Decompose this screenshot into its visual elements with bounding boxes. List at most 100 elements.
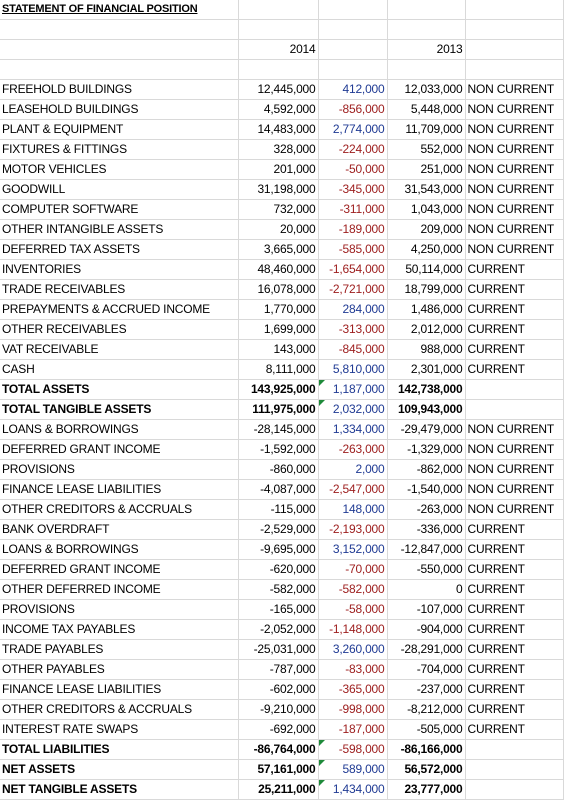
value-2014[interactable]: -620,000	[238, 559, 319, 580]
value-change[interactable]: -313,000	[318, 319, 388, 340]
value-2013[interactable]: -8,212,000	[387, 699, 466, 720]
value-2013[interactable]: 2,012,000	[387, 319, 466, 340]
value-change[interactable]: -1,148,000	[318, 619, 388, 640]
empty-cell[interactable]	[0, 39, 239, 60]
row-label[interactable]: FIXTURES & FITTINGS	[0, 139, 239, 160]
row-label[interactable]: INVENTORIES	[0, 259, 239, 280]
row-label[interactable]: TOTAL LIABILITIES	[0, 739, 239, 760]
classification[interactable]: NON CURRENT	[465, 479, 564, 500]
row-label[interactable]: PREPAYMENTS & ACCRUED INCOME	[0, 299, 239, 320]
value-2014[interactable]: -25,031,000	[238, 639, 319, 660]
value-2013[interactable]: 0	[387, 579, 466, 600]
value-change[interactable]: -845,000	[318, 339, 388, 360]
row-label[interactable]: TOTAL ASSETS	[0, 379, 239, 400]
value-2014[interactable]: -582,000	[238, 579, 319, 600]
value-2013[interactable]: 56,572,000	[387, 759, 466, 780]
row-label[interactable]: DEFERRED GRANT INCOME	[0, 439, 239, 460]
value-2014[interactable]: -2,052,000	[238, 619, 319, 640]
value-change[interactable]: 284,000	[318, 299, 388, 320]
classification[interactable]: CURRENT	[465, 539, 564, 560]
value-change[interactable]: -2,721,000	[318, 279, 388, 300]
row-label[interactable]: GOODWILL	[0, 179, 239, 200]
classification[interactable]: CURRENT	[465, 639, 564, 660]
value-2013[interactable]: -237,000	[387, 679, 466, 700]
classification[interactable]: CURRENT	[465, 559, 564, 580]
row-label[interactable]: PLANT & EQUIPMENT	[0, 119, 239, 140]
row-label[interactable]: FINANCE LEASE LIABILITIES	[0, 679, 239, 700]
row-label[interactable]: OTHER CREDITORS & ACCRUALS	[0, 699, 239, 720]
row-label[interactable]: FREEHOLD BUILDINGS	[0, 79, 239, 100]
value-2014[interactable]: 4,592,000	[238, 99, 319, 120]
value-2013[interactable]: 31,543,000	[387, 179, 466, 200]
classification[interactable]: CURRENT	[465, 619, 564, 640]
classification[interactable]: NON CURRENT	[465, 219, 564, 240]
row-label[interactable]: VAT RECEIVABLE	[0, 339, 239, 360]
value-change[interactable]: -70,000	[318, 559, 388, 580]
value-change[interactable]: 3,152,000	[318, 539, 388, 560]
value-2013[interactable]: -1,329,000	[387, 439, 466, 460]
classification[interactable]: CURRENT	[465, 319, 564, 340]
value-2013[interactable]: -28,291,000	[387, 639, 466, 660]
value-2014[interactable]: 31,198,000	[238, 179, 319, 200]
value-2014[interactable]: -860,000	[238, 459, 319, 480]
value-2014[interactable]: 1,699,000	[238, 319, 319, 340]
empty-cell[interactable]	[465, 0, 564, 20]
value-2013[interactable]: 552,000	[387, 139, 466, 160]
classification[interactable]: NON CURRENT	[465, 459, 564, 480]
row-label[interactable]: FINANCE LEASE LIABILITIES	[0, 479, 239, 500]
value-change[interactable]: -50,000	[318, 159, 388, 180]
value-2014[interactable]: 143,925,000	[238, 379, 319, 400]
value-2013[interactable]: -904,000	[387, 619, 466, 640]
value-2013[interactable]: 1,486,000	[387, 299, 466, 320]
empty-cell[interactable]	[465, 39, 564, 60]
value-2014[interactable]: 3,665,000	[238, 239, 319, 260]
classification[interactable]: CURRENT	[465, 339, 564, 360]
classification[interactable]: NON CURRENT	[465, 439, 564, 460]
value-2014[interactable]: 1,770,000	[238, 299, 319, 320]
value-2014[interactable]: 143,000	[238, 339, 319, 360]
classification[interactable]: NON CURRENT	[465, 499, 564, 520]
empty-cell[interactable]	[318, 19, 388, 40]
row-label[interactable]: MOTOR VEHICLES	[0, 159, 239, 180]
value-2014[interactable]: -28,145,000	[238, 419, 319, 440]
classification[interactable]: NON CURRENT	[465, 419, 564, 440]
classification[interactable]: CURRENT	[465, 359, 564, 380]
row-label[interactable]: TRADE RECEIVABLES	[0, 279, 239, 300]
value-2013[interactable]: -336,000	[387, 519, 466, 540]
value-2013[interactable]: 12,033,000	[387, 79, 466, 100]
classification[interactable]: CURRENT	[465, 299, 564, 320]
value-2014[interactable]: -9,695,000	[238, 539, 319, 560]
value-2014[interactable]: 8,111,000	[238, 359, 319, 380]
empty-cell[interactable]	[387, 0, 466, 20]
value-2013[interactable]: -505,000	[387, 719, 466, 740]
empty-cell[interactable]	[238, 19, 319, 40]
classification[interactable]: NON CURRENT	[465, 119, 564, 140]
value-2013[interactable]: 142,738,000	[387, 379, 466, 400]
row-label[interactable]: OTHER PAYABLES	[0, 659, 239, 680]
value-change[interactable]: 2,000	[318, 459, 388, 480]
empty-cell[interactable]	[318, 0, 388, 20]
classification[interactable]	[465, 779, 564, 800]
classification[interactable]: NON CURRENT	[465, 199, 564, 220]
value-2013[interactable]: -550,000	[387, 559, 466, 580]
row-label[interactable]: LOANS & BORROWINGS	[0, 539, 239, 560]
value-2014[interactable]: -2,529,000	[238, 519, 319, 540]
value-change[interactable]: 2,774,000	[318, 119, 388, 140]
row-label[interactable]: PROVISIONS	[0, 599, 239, 620]
empty-cell[interactable]	[318, 59, 388, 80]
row-label[interactable]: CASH	[0, 359, 239, 380]
value-change[interactable]: -83,000	[318, 659, 388, 680]
classification[interactable]: CURRENT	[465, 519, 564, 540]
value-change[interactable]: -856,000	[318, 99, 388, 120]
value-2014[interactable]: -602,000	[238, 679, 319, 700]
row-label[interactable]: OTHER CREDITORS & ACCRUALS	[0, 499, 239, 520]
empty-cell[interactable]	[0, 59, 239, 80]
value-2013[interactable]: 2,301,000	[387, 359, 466, 380]
row-label[interactable]: PROVISIONS	[0, 459, 239, 480]
classification[interactable]: CURRENT	[465, 279, 564, 300]
row-label[interactable]: NET TANGIBLE ASSETS	[0, 779, 239, 800]
value-2013[interactable]: -1,540,000	[387, 479, 466, 500]
classification[interactable]	[465, 739, 564, 760]
value-2013[interactable]: -12,847,000	[387, 539, 466, 560]
value-2014[interactable]: 20,000	[238, 219, 319, 240]
